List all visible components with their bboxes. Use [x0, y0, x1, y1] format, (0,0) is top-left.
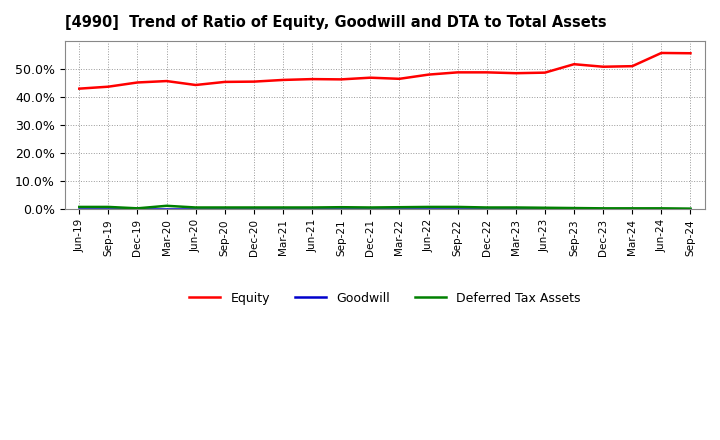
Equity: [133, 80, 142, 85]
Goodwill: [424, 206, 433, 211]
Deferred Tax Assets: [133, 205, 142, 211]
Goodwill: [511, 206, 520, 211]
Equity: [104, 84, 113, 89]
Equity: [75, 86, 84, 91]
Goodwill: [162, 206, 171, 211]
Goodwill: [104, 206, 113, 211]
Deferred Tax Assets: [307, 205, 316, 210]
Deferred Tax Assets: [162, 203, 171, 209]
Goodwill: [454, 206, 462, 211]
Goodwill: [395, 206, 404, 211]
Deferred Tax Assets: [482, 205, 491, 210]
Deferred Tax Assets: [570, 205, 578, 211]
Text: [4990]  Trend of Ratio of Equity, Goodwill and DTA to Total Assets: [4990] Trend of Ratio of Equity, Goodwil…: [65, 15, 606, 30]
Equity: [657, 50, 666, 55]
Goodwill: [192, 206, 200, 211]
Equity: [570, 62, 578, 67]
Equity: [162, 78, 171, 84]
Deferred Tax Assets: [250, 205, 258, 210]
Goodwill: [75, 206, 84, 211]
Equity: [686, 51, 695, 56]
Deferred Tax Assets: [220, 205, 229, 210]
Goodwill: [250, 206, 258, 211]
Deferred Tax Assets: [279, 205, 287, 210]
Goodwill: [686, 206, 695, 211]
Legend: Equity, Goodwill, Deferred Tax Assets: Equity, Goodwill, Deferred Tax Assets: [184, 286, 585, 309]
Goodwill: [628, 206, 636, 211]
Equity: [395, 76, 404, 81]
Equity: [599, 64, 608, 70]
Deferred Tax Assets: [628, 205, 636, 211]
Goodwill: [220, 206, 229, 211]
Deferred Tax Assets: [424, 204, 433, 209]
Equity: [220, 79, 229, 84]
Goodwill: [279, 206, 287, 211]
Deferred Tax Assets: [599, 205, 608, 211]
Equity: [628, 63, 636, 69]
Equity: [250, 79, 258, 84]
Deferred Tax Assets: [657, 205, 666, 211]
Line: Equity: Equity: [79, 53, 690, 88]
Line: Deferred Tax Assets: Deferred Tax Assets: [79, 206, 690, 209]
Deferred Tax Assets: [686, 206, 695, 211]
Goodwill: [337, 206, 346, 211]
Equity: [192, 82, 200, 88]
Goodwill: [599, 206, 608, 211]
Goodwill: [570, 206, 578, 211]
Deferred Tax Assets: [511, 205, 520, 210]
Equity: [307, 77, 316, 82]
Deferred Tax Assets: [192, 205, 200, 210]
Goodwill: [482, 206, 491, 211]
Goodwill: [366, 206, 374, 211]
Equity: [337, 77, 346, 82]
Equity: [454, 70, 462, 75]
Equity: [541, 70, 549, 75]
Equity: [511, 70, 520, 76]
Equity: [279, 77, 287, 83]
Deferred Tax Assets: [366, 205, 374, 210]
Deferred Tax Assets: [337, 205, 346, 210]
Deferred Tax Assets: [395, 205, 404, 210]
Equity: [424, 72, 433, 77]
Goodwill: [541, 206, 549, 211]
Equity: [482, 70, 491, 75]
Equity: [366, 75, 374, 81]
Goodwill: [657, 206, 666, 211]
Deferred Tax Assets: [541, 205, 549, 210]
Deferred Tax Assets: [104, 204, 113, 209]
Goodwill: [307, 206, 316, 211]
Goodwill: [133, 206, 142, 211]
Deferred Tax Assets: [75, 204, 84, 209]
Deferred Tax Assets: [454, 204, 462, 209]
